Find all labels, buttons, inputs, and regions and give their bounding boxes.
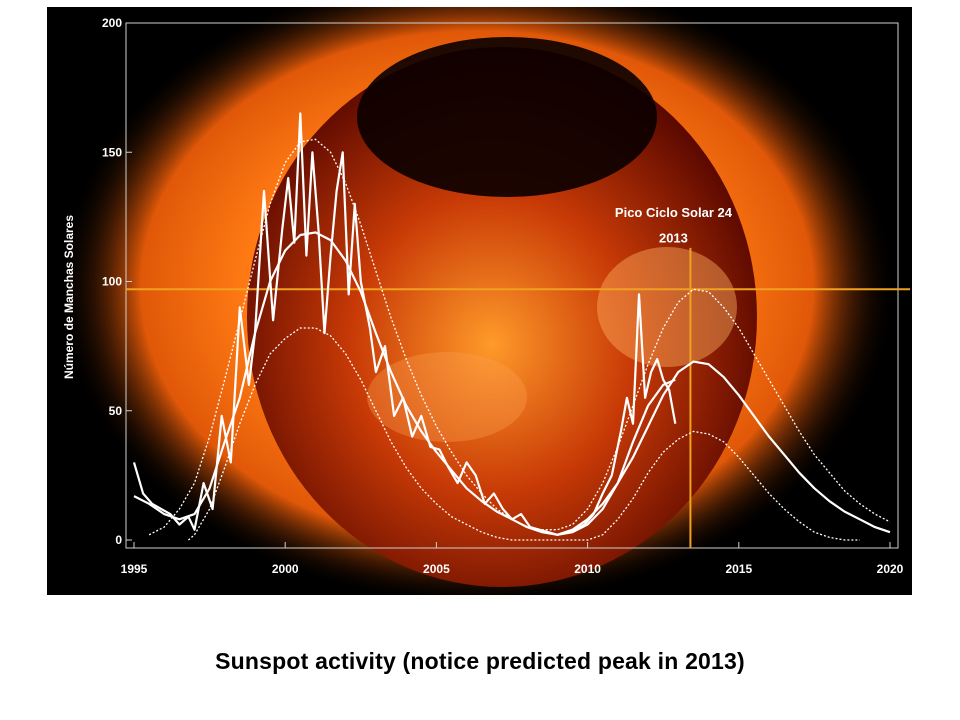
series-line-upper-bound xyxy=(148,138,891,536)
y-tick-label: 150 xyxy=(102,145,122,159)
x-tick-label: 2000 xyxy=(272,562,299,576)
coronal-hole xyxy=(357,37,657,197)
y-tick-label: 50 xyxy=(109,404,123,418)
bright-region-2 xyxy=(367,352,527,442)
x-tick-label: 2020 xyxy=(877,562,904,576)
y-axis-label: Número de Manchas Solares xyxy=(62,215,76,379)
bright-region xyxy=(597,247,737,367)
axes: 1995 2000 2005 2010 2015 2020 0 50 100 150 200 xyxy=(102,16,904,576)
y-tick-label: 100 xyxy=(102,275,122,289)
x-tick-label: 2005 xyxy=(423,562,450,576)
annotations: Pico Ciclo Solar 24 2013 xyxy=(615,205,733,246)
sunspot-chart: 1995 2000 2005 2010 2015 2020 0 50 100 150 200 Pic… xyxy=(47,7,912,595)
x-tick-label: 1995 xyxy=(121,562,148,576)
x-tick-label: 2015 xyxy=(725,562,752,576)
series-line-lower-bound xyxy=(187,327,860,541)
series-line-predicted xyxy=(557,360,891,536)
reference-lines xyxy=(126,247,910,548)
y-tick-label: 0 xyxy=(115,533,122,547)
chart-svg: 1995 2000 2005 2010 2015 2020 0 50 100 150 200 Pic… xyxy=(47,7,912,595)
annotation-label: Pico Ciclo Solar 24 xyxy=(615,205,733,220)
slide-caption: Sunspot activity (notice predicted peak … xyxy=(215,648,745,674)
series-layer xyxy=(132,112,891,541)
series-line-monthly xyxy=(132,112,677,536)
y-tick-label: 200 xyxy=(102,16,122,30)
x-tick-label: 2010 xyxy=(574,562,601,576)
annotation-label: 2013 xyxy=(659,231,688,246)
plot-frame xyxy=(125,22,899,549)
series-line-smoothed xyxy=(133,231,676,536)
